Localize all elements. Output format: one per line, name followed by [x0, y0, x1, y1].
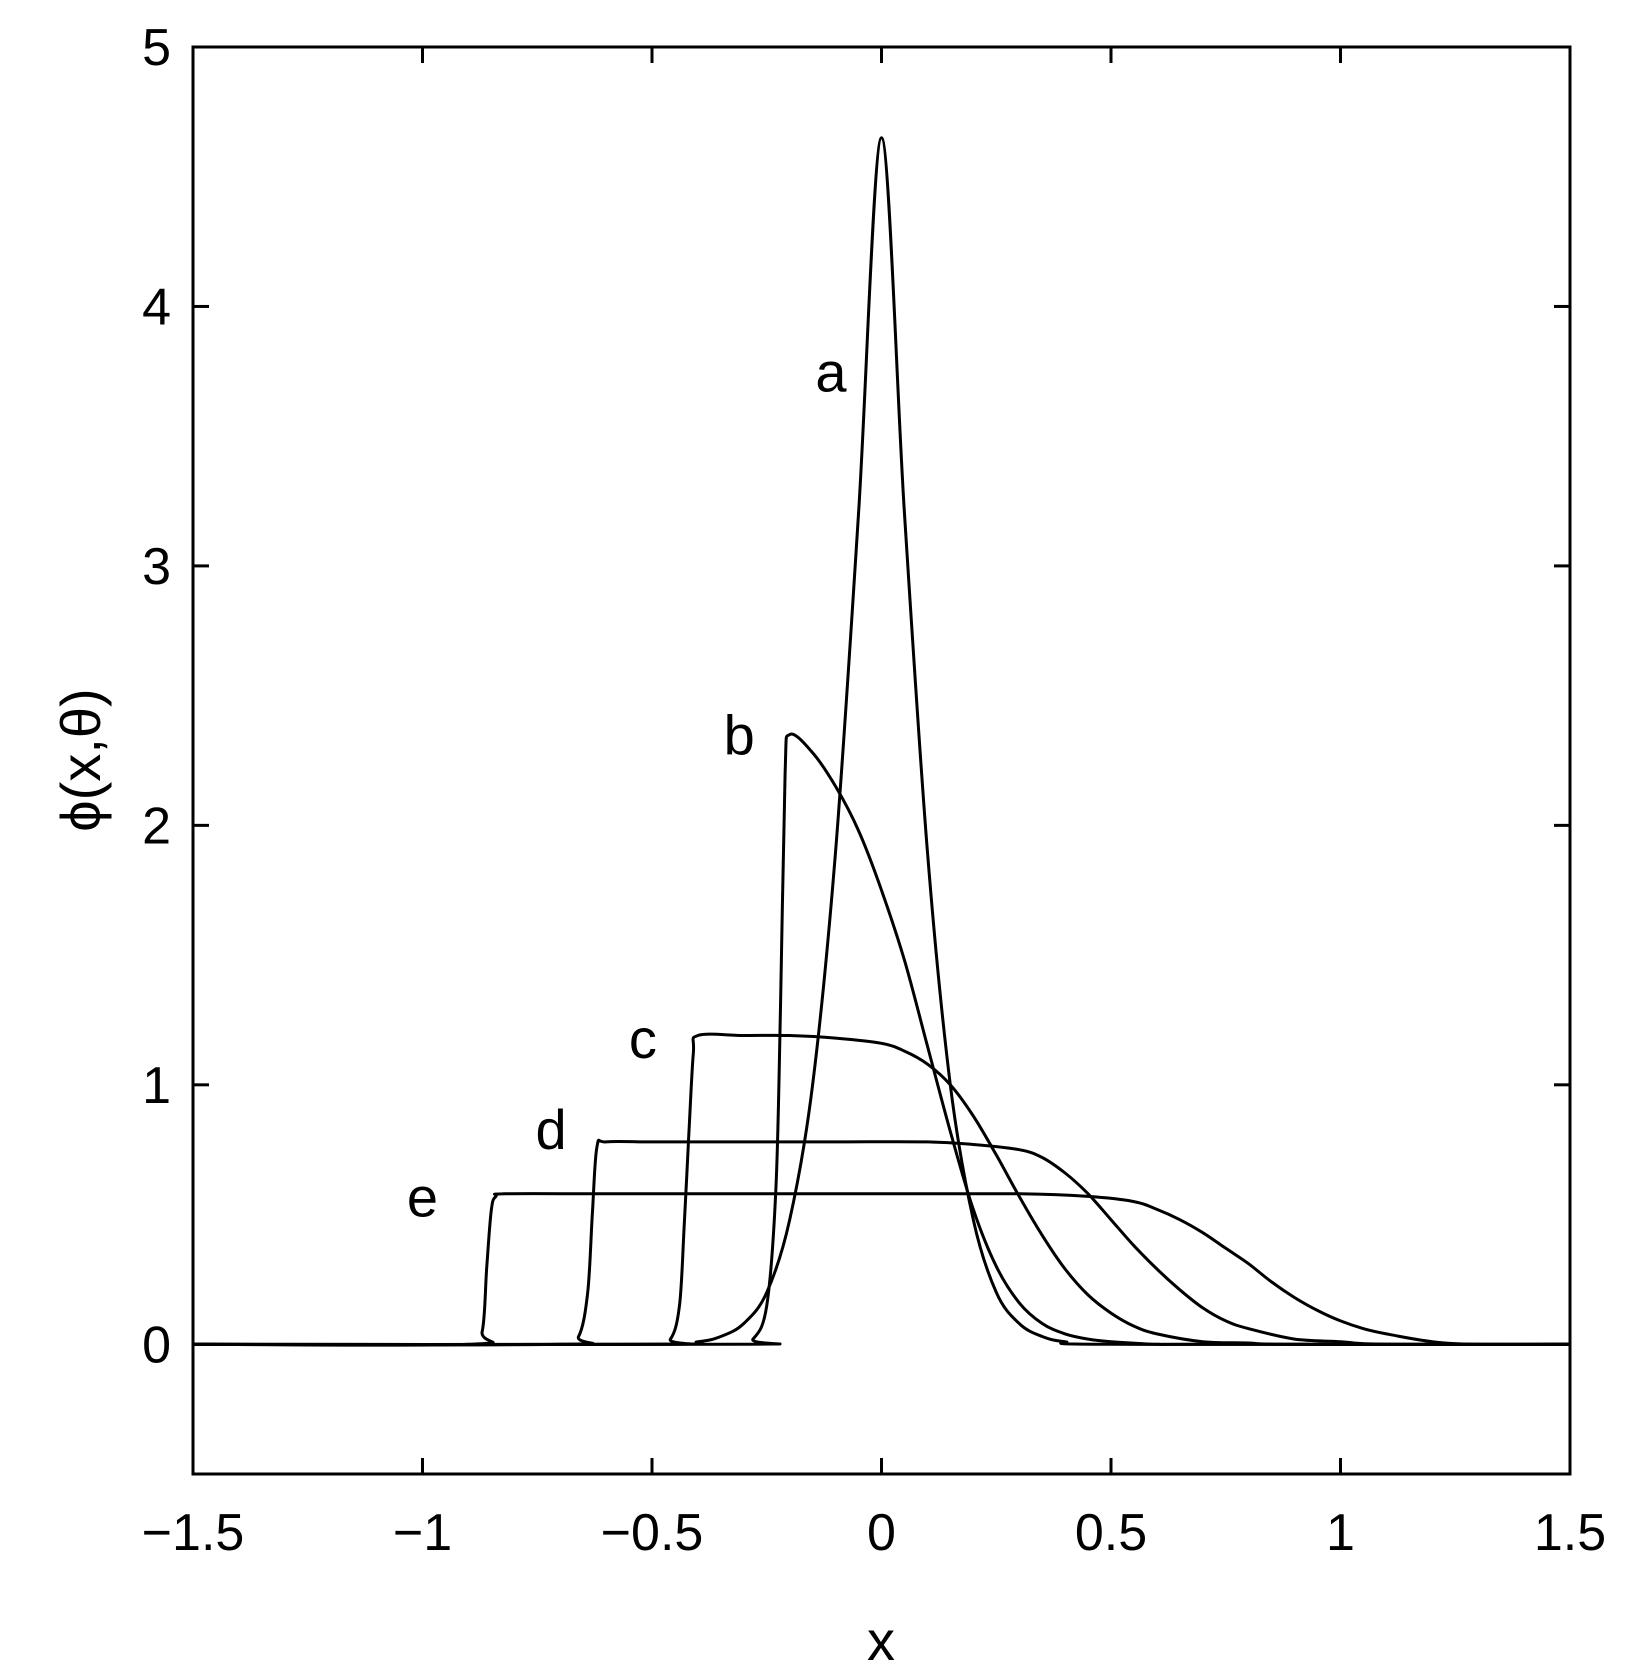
plot-area — [191, 45, 1572, 1476]
x-tick-label: 1 — [1326, 1504, 1355, 1562]
curve-labels: a b cd e — [407, 340, 848, 1228]
curve-a — [192, 136, 1571, 1346]
curve-label-b: b — [724, 704, 755, 767]
x-tick-label: −0.5 — [601, 1504, 704, 1562]
curves — [192, 136, 1571, 1347]
y-axis-title: ϕ(x,θ) — [49, 688, 112, 831]
curve-label-e: e — [407, 1165, 438, 1228]
curve-d — [192, 1138, 1571, 1347]
x-axis-title: x — [867, 1609, 895, 1672]
x-tick-label: −1.5 — [142, 1504, 245, 1562]
curve-label-c: c — [629, 1007, 657, 1070]
y-tick-label: 2 — [142, 797, 171, 855]
x-tick-label: 0.5 — [1075, 1504, 1147, 1562]
curve-e — [192, 1192, 1571, 1347]
x-tick-label: 1.5 — [1534, 1504, 1606, 1562]
curve-label-d: d — [535, 1098, 566, 1161]
curve-c — [192, 1032, 1571, 1347]
y-tick-label: 1 — [142, 1057, 171, 1115]
y-tick-label: 3 — [142, 538, 171, 596]
y-tick-label: 5 — [142, 19, 171, 77]
curve-b — [192, 732, 1570, 1347]
x-tick-label: 0 — [867, 1504, 896, 1562]
axis-ticks: −1.5 −1 −0.5 0 0.5 1 1.5 0 1 2 3 4 5 — [142, 19, 1606, 1562]
curve-label-a: a — [815, 340, 847, 403]
x-tick-label: −1 — [393, 1504, 452, 1562]
y-tick-label: 0 — [142, 1316, 171, 1374]
y-tick-label: 4 — [142, 278, 171, 336]
